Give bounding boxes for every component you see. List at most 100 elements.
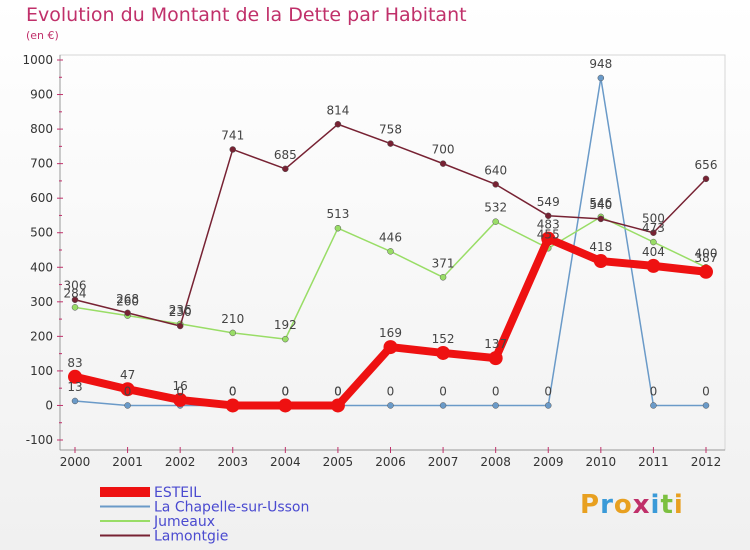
data-point: [545, 402, 552, 409]
data-label: 306: [64, 279, 87, 293]
data-point: [646, 258, 661, 273]
x-tick-label: 2007: [428, 455, 459, 469]
data-label: 483: [537, 218, 560, 232]
data-point: [439, 402, 447, 409]
data-label: 0: [282, 384, 290, 398]
data-label: 137: [484, 337, 507, 351]
data-label: 0: [176, 384, 184, 398]
x-tick-label: 2006: [375, 455, 406, 469]
chart-subtitle: (en €): [26, 29, 59, 42]
data-label: 0: [544, 384, 552, 398]
data-point: [124, 309, 131, 317]
logo-letter: o: [613, 490, 633, 520]
data-point: [334, 224, 342, 232]
x-tick-label: 2005: [323, 455, 354, 469]
data-point: [650, 238, 657, 246]
data-label: 0: [387, 384, 395, 398]
legend-label: La Chapelle-sur-Usson: [154, 500, 309, 516]
y-tick-label: 700: [30, 157, 53, 171]
data-label: 473: [642, 221, 665, 235]
data-label: 446: [379, 230, 402, 244]
data-label: 0: [702, 384, 710, 398]
data-point: [439, 274, 447, 281]
data-label: 0: [282, 384, 290, 398]
data-point: [71, 296, 79, 303]
legend-label: Jumeaux: [153, 514, 215, 530]
y-tick-label: 600: [30, 191, 53, 205]
data-label: 0: [439, 384, 447, 398]
data-label: 814: [326, 103, 349, 117]
data-point: [229, 146, 236, 153]
data-label: 387: [695, 251, 718, 265]
data-label: 268: [116, 292, 139, 306]
data-label: 210: [221, 312, 244, 326]
legend-swatch: [100, 534, 150, 537]
data-point: [702, 402, 710, 409]
data-point: [387, 248, 394, 255]
chart-title: Evolution du Montant de la Dette par Hab…: [26, 4, 467, 26]
data-label: 546: [589, 196, 612, 210]
data-point: [229, 329, 236, 337]
data-label: 400: [695, 246, 718, 260]
data-point: [597, 74, 605, 82]
data-point: [225, 398, 240, 413]
data-label: 0: [334, 384, 342, 398]
data-point: [68, 369, 82, 384]
x-tick-label: 2008: [480, 455, 511, 469]
data-point: [176, 322, 184, 330]
logo-letter: P: [580, 490, 601, 520]
data-point: [383, 340, 398, 355]
x-tick-label: 2000: [60, 455, 91, 469]
data-label: 0: [492, 384, 500, 398]
x-tick-label: 2010: [586, 455, 617, 469]
data-label: 371: [432, 256, 455, 270]
data-label: 418: [589, 240, 612, 254]
data-point: [439, 160, 447, 167]
legend-label: Lamontgie: [154, 529, 228, 545]
data-label: 513: [326, 207, 349, 221]
y-tick-label: 200: [30, 329, 53, 343]
data-label: 948: [589, 57, 612, 71]
logo-letter: i: [650, 490, 661, 520]
data-point: [387, 402, 394, 409]
y-tick-label: 900: [30, 88, 53, 102]
y-tick-label: 400: [30, 260, 53, 274]
x-tick-label: 2003: [217, 455, 248, 469]
y-tick-label: 100: [30, 364, 53, 378]
data-point: [436, 345, 451, 360]
data-label: 0: [650, 384, 658, 398]
data-point: [492, 181, 499, 188]
data-point: [173, 392, 188, 407]
data-label: 549: [537, 195, 560, 209]
data-point: [282, 165, 289, 173]
legend-swatch: [100, 505, 150, 508]
data-label: 700: [432, 143, 455, 157]
y-tick-label: 500: [30, 226, 53, 240]
data-point: [387, 140, 394, 147]
x-tick-label: 2012: [691, 455, 722, 469]
x-tick-label: 2002: [165, 455, 196, 469]
data-label: 500: [642, 212, 665, 226]
x-tick-label: 2001: [112, 455, 143, 469]
data-point: [282, 335, 289, 343]
data-point: [278, 398, 293, 413]
data-label: 13: [67, 380, 82, 394]
y-tick-label: 300: [30, 295, 53, 309]
data-label: 16: [173, 379, 188, 393]
data-label: 0: [124, 384, 132, 398]
data-label: 741: [221, 128, 244, 142]
data-label: 47: [120, 368, 135, 382]
data-point: [330, 398, 345, 413]
legend-swatch: [100, 487, 150, 497]
data-label: 0: [229, 384, 237, 398]
data-point: [120, 382, 135, 397]
series-line-3: [74, 123, 707, 327]
data-point: [702, 175, 710, 183]
data-label: 532: [484, 201, 507, 215]
data-label: 230: [169, 305, 192, 319]
y-tick-label: 1000: [22, 53, 53, 67]
data-label: 640: [484, 163, 507, 177]
data-label: 152: [432, 332, 455, 346]
